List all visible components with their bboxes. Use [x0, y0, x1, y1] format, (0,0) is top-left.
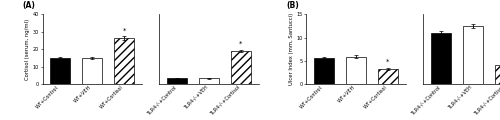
Bar — [168, 78, 186, 84]
Text: *: * — [386, 59, 390, 65]
Bar — [200, 78, 218, 84]
Text: (A): (A) — [22, 1, 36, 10]
Text: (B): (B) — [286, 1, 299, 10]
Bar — [114, 38, 134, 84]
Bar — [432, 33, 450, 84]
Y-axis label: Cortisol (serum, ng/ml): Cortisol (serum, ng/ml) — [25, 19, 30, 80]
Bar — [378, 69, 398, 84]
Bar — [496, 65, 500, 84]
Bar — [50, 58, 70, 84]
Text: *: * — [240, 41, 242, 47]
Bar — [314, 58, 334, 84]
Text: *: * — [122, 27, 126, 33]
Y-axis label: Ulcer Index (mm, Santucci): Ulcer Index (mm, Santucci) — [289, 13, 294, 85]
Bar — [346, 57, 366, 84]
Bar — [464, 26, 482, 84]
Bar — [232, 51, 250, 84]
Bar — [82, 58, 102, 84]
